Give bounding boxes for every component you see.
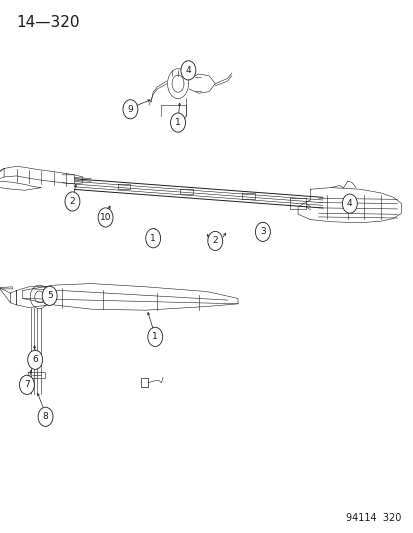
Text: 1: 1 xyxy=(152,333,158,341)
Text: 10: 10 xyxy=(100,213,111,222)
Text: 6: 6 xyxy=(32,356,38,364)
Text: 7: 7 xyxy=(24,381,30,389)
Circle shape xyxy=(38,407,53,426)
Circle shape xyxy=(147,327,162,346)
Circle shape xyxy=(180,61,195,80)
Text: 1: 1 xyxy=(175,118,180,127)
Circle shape xyxy=(65,192,80,211)
Text: 3: 3 xyxy=(259,228,265,236)
Circle shape xyxy=(342,194,356,213)
Circle shape xyxy=(207,231,222,251)
Text: 1: 1 xyxy=(150,234,156,243)
Text: 2: 2 xyxy=(212,237,218,245)
Bar xyxy=(140,378,148,387)
Text: 4: 4 xyxy=(346,199,352,208)
Circle shape xyxy=(123,100,138,119)
Circle shape xyxy=(19,375,34,394)
Text: 14—320: 14—320 xyxy=(17,15,80,30)
Circle shape xyxy=(145,229,160,248)
Text: 5: 5 xyxy=(47,292,52,300)
Text: 2: 2 xyxy=(69,197,75,206)
Text: 4: 4 xyxy=(185,66,191,75)
Circle shape xyxy=(255,222,270,241)
Circle shape xyxy=(170,113,185,132)
Text: 8: 8 xyxy=(43,413,48,421)
Circle shape xyxy=(98,208,113,227)
Text: 94114  320: 94114 320 xyxy=(345,513,401,523)
Circle shape xyxy=(28,350,43,369)
Text: 9: 9 xyxy=(127,105,133,114)
Circle shape xyxy=(42,286,57,305)
